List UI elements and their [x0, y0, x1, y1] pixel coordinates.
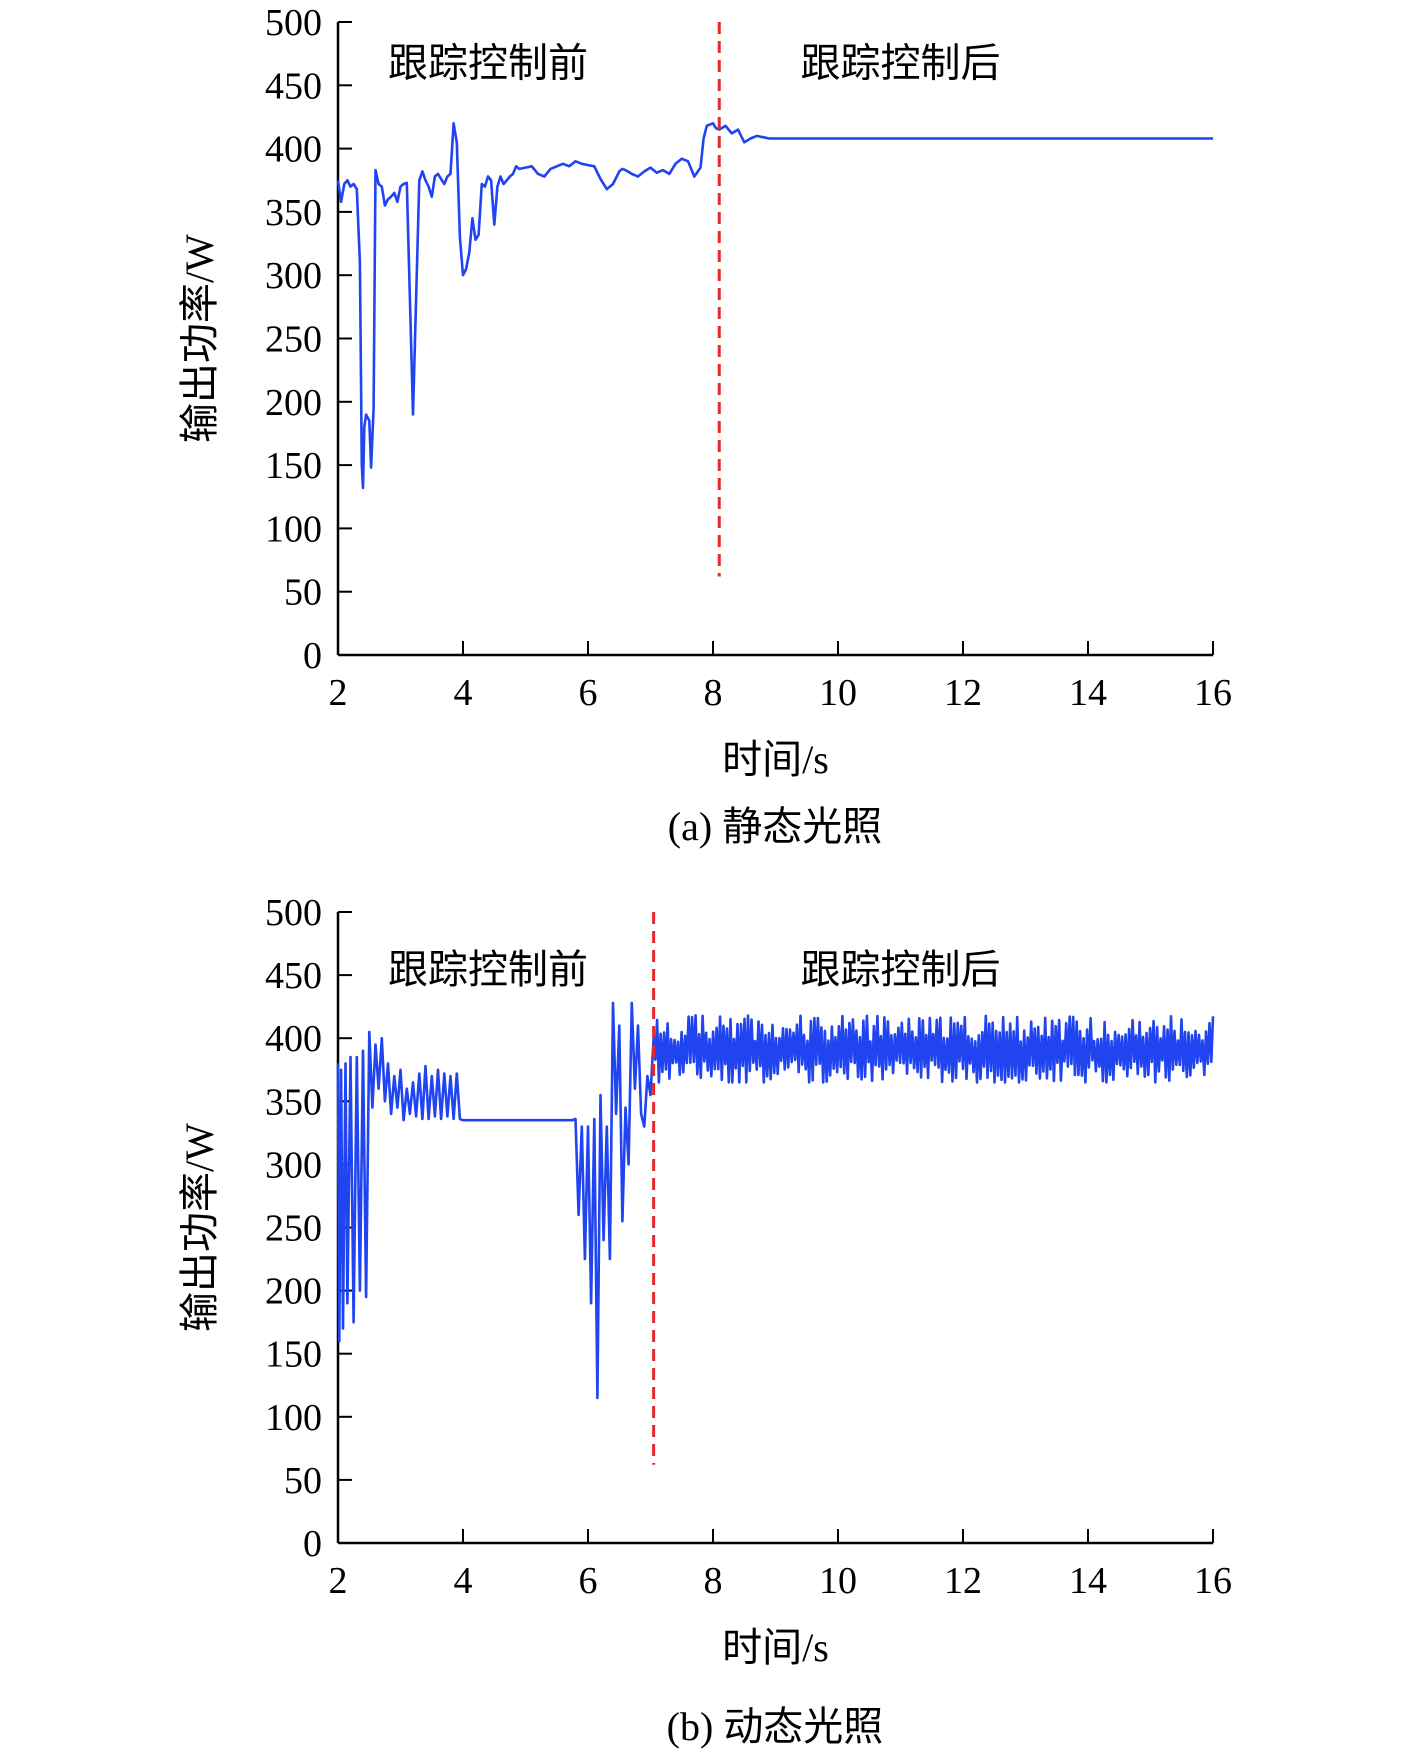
x-tick-label: 2 — [329, 1560, 348, 1602]
x-tick-label: 12 — [944, 672, 982, 714]
x-tick-label: 10 — [819, 672, 857, 714]
chart-static-illumination: 0 50 100 150 200 250 300 350 400 450 500 2 4 6 8 10 12 14… — [177, 2, 1232, 782]
y-axis-title: 输出功率/W — [177, 234, 222, 443]
y-tick-label: 50 — [284, 1460, 322, 1502]
power-series-line — [336, 122, 1213, 490]
y-tick-label: 350 — [265, 1081, 322, 1123]
y-tick-label: 500 — [265, 892, 322, 934]
region-label: 跟踪控制前 — [388, 41, 588, 86]
x-tick-label: 8 — [704, 1560, 723, 1602]
y-tick-label: 450 — [265, 955, 322, 997]
x-tick-label: 6 — [579, 672, 598, 714]
y-tick-label: 450 — [265, 65, 322, 107]
y-tick-label: 250 — [265, 1208, 322, 1250]
y-tick-label: 0 — [303, 635, 322, 677]
x-tick-label: 6 — [579, 1560, 598, 1602]
region-label: 跟踪控制后 — [801, 41, 1001, 86]
x-tick-label: 14 — [1069, 1560, 1107, 1602]
y-tick-label: 400 — [265, 1018, 322, 1060]
region-label: 跟踪控制前 — [388, 947, 588, 992]
caption-a: (a) 静态光照 — [668, 804, 882, 849]
y-tick-label: 100 — [265, 508, 322, 550]
x-tick-label: 8 — [704, 672, 723, 714]
y-tick-label: 0 — [303, 1523, 322, 1565]
y-tick-label: 300 — [265, 255, 322, 297]
y-axis-title: 输出功率/W — [177, 1123, 222, 1332]
y-tick-label: 300 — [265, 1144, 322, 1186]
x-tick-label: 4 — [454, 672, 473, 714]
y-tick-label: 350 — [265, 192, 322, 234]
y-tick-label: 400 — [265, 129, 322, 171]
x-tick-label: 2 — [329, 672, 348, 714]
y-tick-label: 150 — [265, 1334, 322, 1376]
region-label: 跟踪控制后 — [801, 947, 1001, 992]
x-tick-label: 16 — [1194, 672, 1232, 714]
y-tick-label: 250 — [265, 319, 322, 361]
x-tick-label: 14 — [1069, 672, 1107, 714]
x-tick-label: 10 — [819, 1560, 857, 1602]
y-tick-label: 200 — [265, 1271, 322, 1313]
x-axis-title: 时间/s — [722, 1625, 829, 1670]
x-tick-label: 12 — [944, 1560, 982, 1602]
x-tick-label: 16 — [1194, 1560, 1232, 1602]
y-tick-label: 200 — [265, 382, 322, 424]
chart-dynamic-illumination: 0 50 100 150 200 250 300 350 400 450 500 2 4 6 8 10 12 14… — [177, 892, 1232, 1670]
y-tick-label: 100 — [265, 1397, 322, 1439]
y-tick-label: 150 — [265, 445, 322, 487]
y-tick-label: 500 — [265, 2, 322, 44]
y-tick-label: 50 — [284, 572, 322, 614]
caption-b: (b) 动态光照 — [667, 1704, 884, 1749]
power-series-line — [336, 1001, 1215, 1400]
x-tick-label: 4 — [454, 1560, 473, 1602]
x-axis-title: 时间/s — [722, 737, 829, 782]
